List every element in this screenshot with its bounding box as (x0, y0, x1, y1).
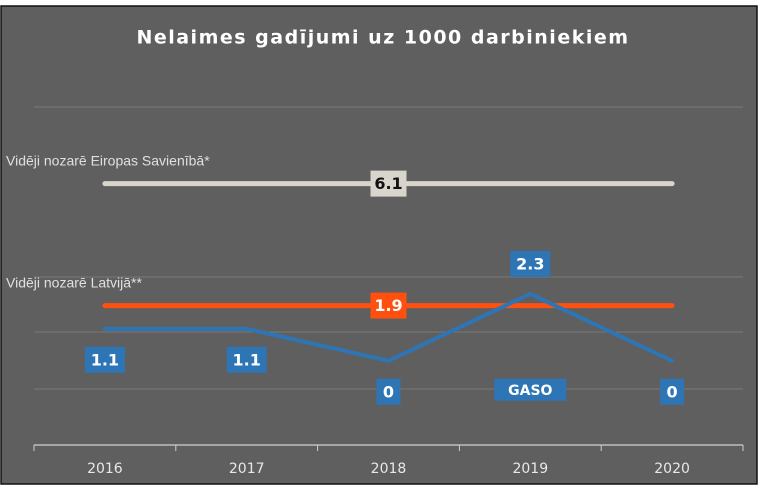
data-label: 0 (660, 378, 685, 405)
series-label: GASO (494, 378, 567, 401)
chart-title: Nelaimes gadījumi uz 1000 darbiniekiem (136, 27, 629, 49)
chart-background (0, 5, 758, 485)
data-label-box (370, 292, 407, 319)
annotation: Vidēji nozarē Eiropas Savienībā* (6, 152, 210, 168)
data-label-box (376, 378, 401, 405)
data-label-text: 2.3 (516, 254, 544, 273)
data-label-text: 0 (667, 382, 678, 401)
data-label: 1.9 (370, 292, 407, 319)
series-label-box (494, 378, 567, 401)
data-label: 2.3 (510, 250, 551, 277)
data-label-text: 6.1 (374, 174, 402, 193)
data-label: 6.1 (370, 170, 407, 197)
data-label: 1.1 (84, 346, 125, 373)
series-line (102, 291, 675, 363)
data-label-text: 1.1 (91, 350, 119, 369)
data-label-text: 1.9 (374, 296, 402, 315)
data-label-box (226, 346, 267, 373)
series-label-text: GASO (508, 383, 552, 399)
data-label-box (84, 346, 125, 373)
data-label-box (660, 378, 685, 405)
x-tick-label: 2019 (512, 461, 548, 477)
x-tick-label: 2016 (87, 461, 123, 477)
data-label-text: 0 (383, 382, 394, 401)
data-label-box (510, 250, 551, 277)
data-label: 1.1 (226, 346, 267, 373)
data-label: 0 (376, 378, 401, 405)
annotation: Vidēji nozarē Latvijā** (6, 274, 142, 290)
data-label-box (370, 170, 407, 197)
x-tick-label: 2018 (371, 461, 407, 477)
x-tick-label: 2017 (229, 461, 265, 477)
x-tick-label: 2020 (654, 461, 690, 477)
data-label-text: 1.1 (233, 350, 261, 369)
